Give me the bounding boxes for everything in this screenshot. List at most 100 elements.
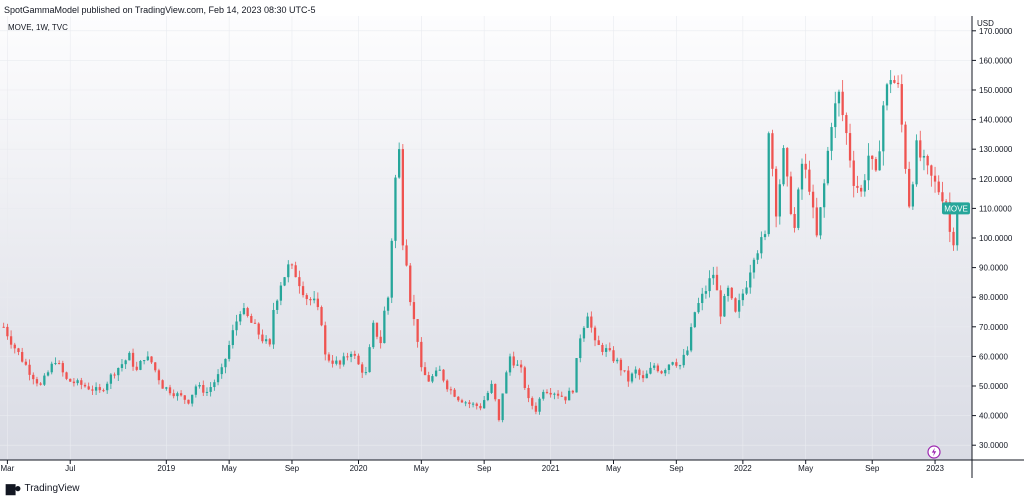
time-axis[interactable]: Mar Jul 2019 May Sep 2020 May Sep 2021 May Sep 2022…: [1, 460, 945, 473]
candle-up: [682, 354, 685, 366]
candle-down: [896, 82, 900, 85]
candle-down: [449, 389, 453, 391]
candle-up: [176, 393, 179, 397]
candle-up: [120, 364, 124, 368]
candle-up: [276, 300, 279, 310]
candle-down: [446, 380, 449, 390]
candle-down: [57, 363, 61, 365]
candle-up: [486, 392, 489, 401]
candle-down: [327, 354, 331, 361]
candle-up: [216, 374, 220, 383]
candle-down: [933, 175, 937, 182]
time-tick-label: Sep: [477, 464, 492, 473]
candle-up: [335, 360, 338, 364]
price-tick-label: 30.0000: [979, 441, 1008, 450]
candle-down: [856, 185, 859, 188]
candle-down: [845, 115, 848, 134]
price-tick-label: 150.0000: [979, 86, 1013, 95]
candle-up: [752, 259, 756, 273]
symbol-legend[interactable]: MOVE, 1W, TVC: [8, 23, 68, 32]
candle-up: [582, 327, 586, 339]
candle-up: [616, 359, 619, 362]
candle-up: [483, 400, 486, 409]
last-price-badge: [942, 202, 970, 215]
candle-down: [952, 231, 955, 246]
price-axis[interactable]: 30.0000 40.0000 50.0000 60.0000 70.0000 80.00…: [972, 27, 1013, 450]
candle-up: [889, 80, 892, 85]
candle-up: [686, 350, 689, 355]
candle-down: [730, 287, 733, 299]
candle-up: [213, 382, 216, 388]
candle-down: [874, 159, 878, 171]
candle-down: [102, 390, 105, 392]
chart-area[interactable]: 30.0000 40.0000 50.0000 60.0000 70.0000 80.00…: [0, 16, 1024, 478]
candlestick-chart[interactable]: 30.0000 40.0000 50.0000 60.0000 70.0000 80.00…: [0, 16, 1024, 478]
candle-down: [183, 395, 186, 400]
candle-down: [202, 385, 205, 393]
candle-down: [848, 133, 852, 161]
footer-brand[interactable]: ▆● TradingView: [6, 481, 80, 495]
candle-down: [937, 181, 940, 193]
candle-up: [704, 291, 708, 294]
candle-down: [786, 148, 789, 177]
candle-down: [331, 360, 334, 364]
candle-down: [789, 176, 793, 214]
tradingview-logo-icon: ▆●: [6, 481, 22, 495]
candle-up: [516, 364, 519, 366]
price-tick-label: 100.0000: [979, 234, 1013, 243]
candle-up: [726, 287, 730, 297]
candle-down: [187, 399, 190, 404]
last-price-tag: MOVE: [942, 202, 970, 215]
candle-up: [242, 308, 246, 315]
price-tick-label: 160.0000: [979, 56, 1013, 65]
candle-down: [808, 169, 811, 192]
candle-up: [689, 327, 693, 351]
candle-down: [416, 319, 419, 342]
candle-down: [72, 381, 76, 384]
candle-up: [915, 140, 918, 185]
candle-down: [172, 393, 175, 397]
candle-up: [191, 394, 194, 404]
candles-group: [2, 70, 959, 423]
candle-down: [468, 402, 471, 405]
candle-up: [398, 149, 401, 178]
candle-up: [693, 312, 696, 328]
candle-down: [479, 405, 482, 409]
candle-up: [671, 362, 674, 365]
candle-up: [749, 272, 752, 288]
candle-down: [301, 286, 305, 296]
candle-up: [863, 180, 866, 192]
candle-up: [165, 387, 168, 389]
candle-down: [420, 341, 423, 368]
candle-down: [893, 80, 896, 83]
lightning-badge[interactable]: [927, 445, 941, 459]
candle-down: [294, 265, 297, 278]
candle-up: [128, 352, 131, 361]
candle-down: [638, 369, 641, 376]
candle-up: [508, 356, 512, 373]
candle-up: [882, 105, 885, 152]
candle-down: [571, 390, 574, 393]
candle-down: [83, 384, 87, 387]
candle-down: [564, 396, 567, 401]
candle-up: [364, 372, 368, 374]
candle-up: [760, 237, 763, 254]
candle-up: [272, 309, 275, 345]
candle-up: [235, 321, 238, 331]
candle-up: [464, 402, 467, 404]
time-tick-label: Sep: [285, 464, 300, 473]
candle-down: [168, 387, 172, 394]
candle-down: [179, 393, 183, 396]
candle-up: [434, 370, 438, 377]
price-tick-label: 110.0000: [979, 204, 1012, 213]
candle-down: [405, 245, 408, 266]
candle-down: [154, 362, 157, 371]
candle-down: [593, 327, 597, 341]
candle-down: [13, 344, 16, 349]
candle-down: [715, 274, 719, 291]
candle-down: [871, 155, 874, 160]
candle-down: [24, 361, 28, 365]
candle-up: [701, 293, 704, 304]
candle-down: [150, 356, 153, 363]
candle-up: [645, 373, 648, 379]
